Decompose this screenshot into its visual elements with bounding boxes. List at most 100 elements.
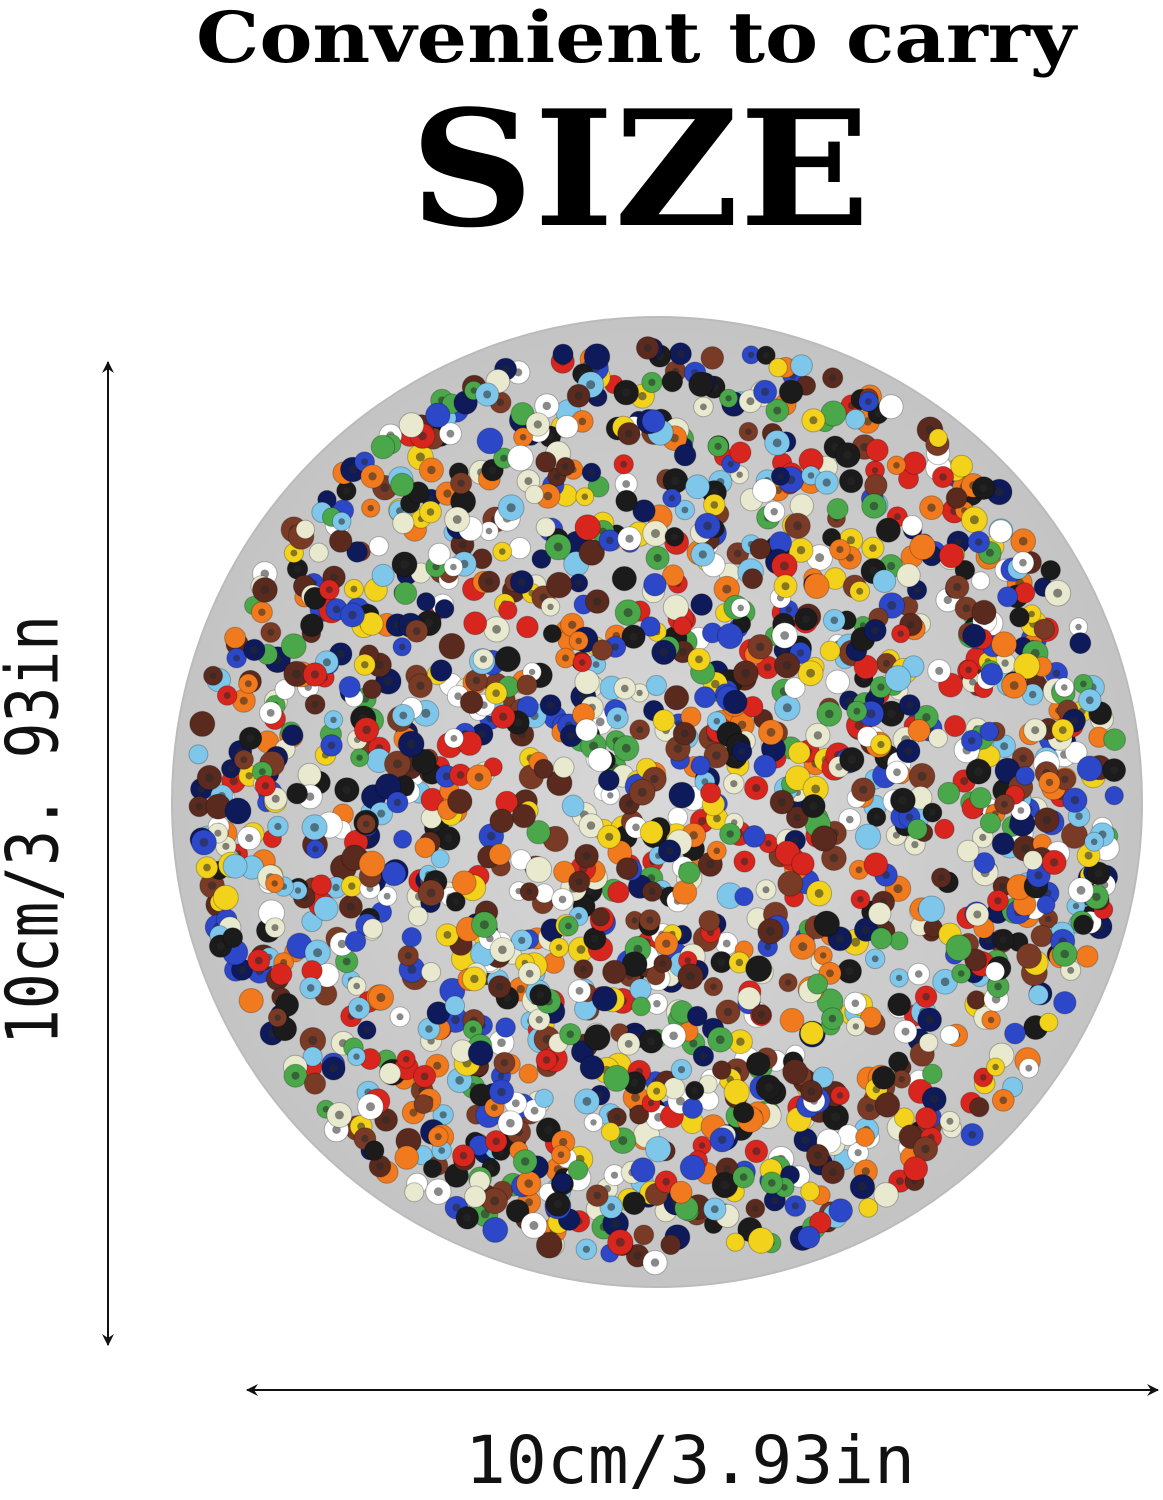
bead-hole (229, 776, 238, 786)
bead (971, 571, 991, 591)
bead (1016, 943, 1042, 969)
bead (669, 1180, 693, 1204)
bead-hole (782, 660, 792, 670)
bead-hole (905, 813, 914, 821)
bead-hole (858, 1182, 867, 1191)
bead-hole (399, 711, 408, 720)
bead (390, 472, 415, 497)
bead (845, 409, 866, 430)
bead (889, 931, 909, 951)
bead (567, 1159, 589, 1181)
bead (690, 755, 711, 776)
bead (896, 563, 921, 588)
bead-hole (485, 527, 493, 535)
bead-hole (1080, 680, 1087, 688)
bead (583, 1024, 611, 1051)
bead (535, 1231, 563, 1259)
bead-hole (336, 650, 345, 658)
bead (222, 853, 248, 879)
bead (303, 1072, 327, 1095)
bead-hole (764, 1083, 773, 1092)
bead-hole (835, 934, 845, 943)
bead (878, 394, 904, 420)
bead-hole (474, 772, 484, 782)
bead (643, 572, 667, 597)
bead-hole (346, 902, 355, 911)
bead-hole (322, 1106, 330, 1113)
bead-hole (862, 925, 871, 934)
bead-hole (659, 648, 669, 657)
bead (524, 484, 544, 505)
bead (1069, 632, 1092, 655)
bead-hole (680, 729, 689, 738)
bead (542, 624, 562, 644)
bead-hole (691, 1087, 698, 1094)
bead-hole (730, 780, 738, 788)
bead-hole (768, 1179, 776, 1187)
bead-hole (784, 979, 792, 986)
bead-hole (589, 741, 598, 751)
bead (988, 519, 1013, 544)
bead-hole (1020, 843, 1030, 853)
bead-hole (752, 1205, 759, 1212)
bead (688, 371, 714, 398)
bead-hole (406, 739, 416, 749)
bead-hole (310, 823, 319, 832)
bead (434, 599, 455, 619)
bead-hole (927, 503, 936, 512)
bead-hole (960, 777, 969, 785)
bead-hole (625, 429, 633, 438)
bead (662, 594, 690, 621)
bead-hole (746, 397, 755, 406)
bead (189, 710, 216, 737)
bead (300, 613, 324, 637)
bead (1103, 728, 1126, 751)
bead (413, 1094, 434, 1115)
bead-hole (582, 1097, 592, 1106)
bead-hole (499, 548, 506, 555)
bead-hole (586, 821, 596, 830)
width-label: 10cm/3.93in (465, 1422, 915, 1499)
bead-hole (937, 874, 945, 882)
bead-hole (1017, 807, 1025, 814)
bead-hole (356, 754, 363, 761)
bead-hole (516, 985, 525, 994)
bead-hole (260, 585, 270, 595)
bead-hole (861, 1167, 870, 1176)
bead-hole (911, 841, 919, 849)
bead (663, 1077, 686, 1100)
height-label: 10cm/3. 93in (0, 615, 75, 1045)
bead-hole (974, 767, 983, 776)
bead-hole (852, 1023, 859, 1030)
bead (679, 1154, 706, 1181)
bead-hole (865, 398, 872, 405)
bead-hole (506, 503, 516, 513)
bead-hole (433, 1061, 442, 1070)
bead-hole (871, 467, 879, 474)
bead-hole (968, 1130, 977, 1139)
bead-hole (350, 585, 358, 593)
bead (768, 357, 788, 378)
bead (717, 623, 744, 650)
bead (663, 685, 690, 711)
bead-hole (222, 842, 230, 850)
bead (1104, 785, 1124, 806)
bead (872, 569, 897, 593)
bead-hole (294, 887, 302, 894)
bead (411, 748, 437, 775)
bead-hole (676, 349, 685, 358)
bead (928, 728, 948, 748)
bead-hole (566, 1030, 574, 1038)
bead (964, 948, 987, 972)
bead (525, 856, 553, 883)
bead-hole (987, 1016, 995, 1024)
bead (854, 823, 882, 850)
bead-hole (454, 692, 462, 700)
bead-hole (342, 785, 352, 795)
bead-hole (565, 922, 572, 930)
bead-hole (425, 1025, 433, 1033)
bead-hole (420, 1072, 429, 1081)
bead-hole (305, 792, 315, 801)
bead-hole (846, 536, 856, 545)
bead-hole (322, 658, 331, 667)
